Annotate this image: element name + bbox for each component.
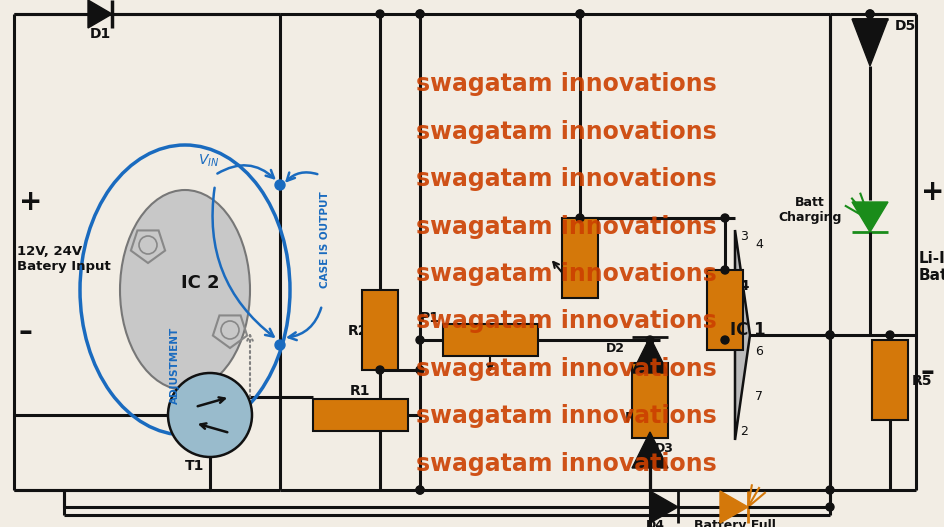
Text: 2: 2 (740, 425, 748, 438)
Text: +: + (19, 188, 42, 216)
Polygon shape (632, 337, 668, 373)
Circle shape (275, 340, 285, 350)
Text: $V_{IN}$: $V_{IN}$ (198, 153, 219, 169)
Text: IC 2: IC 2 (180, 274, 219, 292)
Polygon shape (735, 230, 750, 440)
Circle shape (646, 336, 654, 344)
Text: –: – (921, 358, 935, 386)
Text: swagatam innovations: swagatam innovations (416, 72, 716, 96)
Circle shape (416, 10, 424, 18)
Bar (707, 270, 743, 350)
Text: –: – (19, 318, 33, 346)
Text: D4: D4 (646, 519, 665, 527)
Polygon shape (720, 491, 748, 523)
Polygon shape (632, 432, 668, 468)
Polygon shape (650, 491, 678, 523)
Text: +: + (921, 178, 944, 206)
Text: D2: D2 (606, 342, 625, 355)
Text: D5: D5 (895, 19, 917, 33)
Circle shape (826, 486, 834, 494)
Text: P2: P2 (575, 224, 595, 238)
Circle shape (576, 10, 584, 18)
Text: swagatam innovations: swagatam innovations (416, 120, 716, 144)
Circle shape (275, 180, 285, 190)
Polygon shape (852, 202, 888, 232)
Bar (872, 340, 908, 420)
Text: swagatam innovations: swagatam innovations (416, 357, 716, 381)
Bar (443, 324, 537, 356)
Circle shape (826, 331, 834, 339)
Text: 12V, 24V
Batery Input: 12V, 24V Batery Input (17, 245, 110, 273)
Text: Battery Full: Battery Full (694, 519, 776, 527)
Text: swagatam innovations: swagatam innovations (416, 404, 716, 428)
Text: swagatam innovations: swagatam innovations (416, 309, 716, 334)
Circle shape (826, 331, 834, 339)
Circle shape (576, 214, 584, 222)
Circle shape (416, 10, 424, 18)
Polygon shape (88, 0, 112, 28)
Text: ADJUSTMENT: ADJUSTMENT (170, 326, 180, 404)
Text: CASE IS OUTPUT: CASE IS OUTPUT (320, 192, 330, 288)
Text: R3: R3 (625, 411, 645, 425)
Text: 7: 7 (755, 390, 763, 403)
Text: 6: 6 (755, 345, 763, 358)
Circle shape (376, 366, 384, 374)
Text: R5: R5 (912, 374, 933, 388)
Text: IC 1: IC 1 (730, 321, 766, 339)
Text: Li-Ion
Battery: Li-Ion Battery (919, 251, 944, 283)
Circle shape (416, 336, 424, 344)
Circle shape (416, 366, 424, 374)
Text: D3: D3 (655, 442, 674, 455)
Text: 3: 3 (740, 230, 748, 243)
Bar (312, 399, 408, 431)
Circle shape (721, 336, 729, 344)
Text: R2: R2 (347, 324, 368, 338)
Text: R4: R4 (730, 279, 750, 293)
Polygon shape (852, 19, 888, 66)
Text: P1: P1 (420, 311, 440, 325)
FancyArrowPatch shape (217, 165, 274, 178)
Text: swagatam innovations: swagatam innovations (416, 452, 716, 476)
Text: swagatam innovations: swagatam innovations (416, 262, 716, 286)
FancyArrowPatch shape (289, 308, 321, 340)
Text: T1: T1 (185, 459, 205, 473)
Circle shape (866, 10, 874, 18)
Text: D1: D1 (90, 27, 110, 41)
FancyArrowPatch shape (287, 172, 317, 181)
Circle shape (886, 331, 894, 339)
Circle shape (826, 503, 834, 511)
Text: 4: 4 (755, 238, 763, 251)
Ellipse shape (120, 190, 250, 390)
Circle shape (576, 10, 584, 18)
Text: swagatam innovations: swagatam innovations (416, 214, 716, 239)
Circle shape (168, 373, 252, 457)
Text: Batt
Charging: Batt Charging (778, 196, 842, 224)
Circle shape (721, 266, 729, 274)
Circle shape (376, 10, 384, 18)
FancyArrowPatch shape (212, 188, 274, 337)
Text: R1: R1 (349, 384, 370, 398)
Bar (632, 363, 668, 437)
Text: swagatam innovations: swagatam innovations (416, 167, 716, 191)
Circle shape (866, 10, 874, 18)
Circle shape (721, 214, 729, 222)
Bar (562, 218, 598, 298)
Circle shape (416, 486, 424, 494)
Bar (362, 290, 398, 370)
Circle shape (416, 486, 424, 494)
